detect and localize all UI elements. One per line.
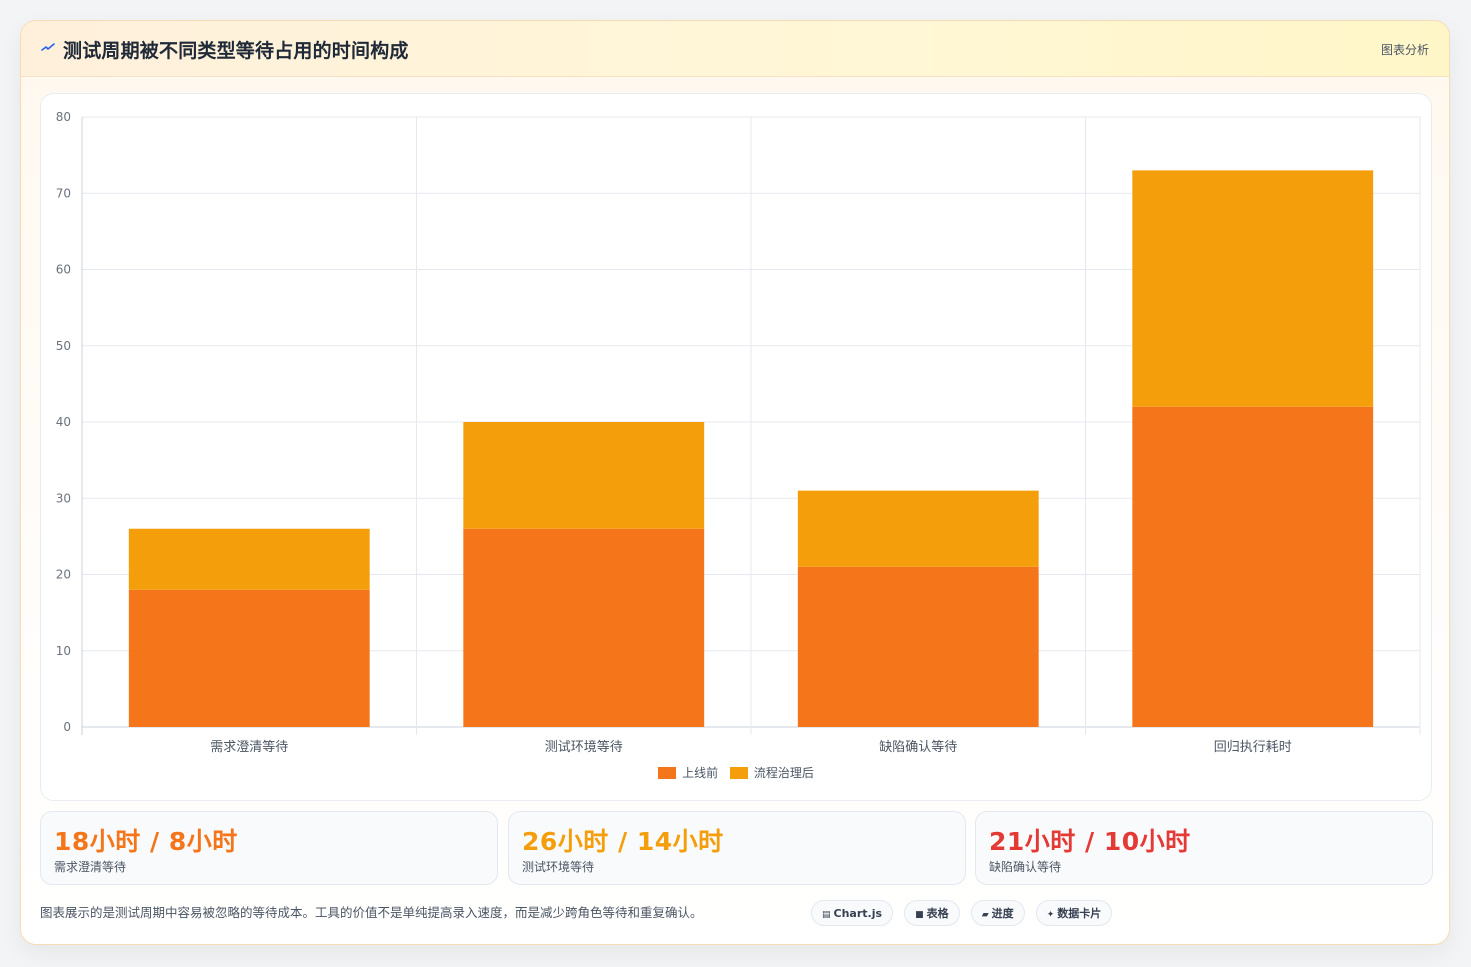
y-tick-label: 60 xyxy=(56,263,71,277)
stat-card-environment: 26小时 / 14小时 测试环境等待 xyxy=(508,811,966,885)
chip-data-card[interactable]: ✦ 数据卡片 xyxy=(1035,900,1113,926)
legend-swatch-before xyxy=(658,767,677,779)
chart-icon: ▤ xyxy=(822,910,831,920)
stat-value: 21小时 / 10小时 xyxy=(989,827,1191,856)
y-tick-label: 10 xyxy=(56,644,71,658)
table-icon: ■ xyxy=(915,910,924,920)
chart-legend: 上线前 流程治理后 xyxy=(41,764,1431,781)
x-tick-label: 回归执行耗时 xyxy=(1214,740,1292,755)
legend-label-after: 流程治理后 xyxy=(753,766,814,780)
stat-value: 26小时 / 14小时 xyxy=(522,827,724,856)
bar-segment-after[interactable] xyxy=(128,528,370,590)
legend-label-before: 上线前 xyxy=(682,766,719,780)
chip-label: 数据卡片 xyxy=(1057,907,1102,920)
legend-swatch-after xyxy=(729,767,748,779)
bar-segment-before[interactable] xyxy=(463,528,705,727)
legend-item-before[interactable]: 上线前 xyxy=(658,764,718,781)
chip-label: 进度 xyxy=(991,907,1014,920)
card-icon: ✦ xyxy=(1046,910,1055,920)
y-tick-label: 0 xyxy=(63,720,71,734)
bar-segment-after[interactable] xyxy=(463,422,705,529)
chip-chartjs[interactable]: ▤ Chart.js xyxy=(811,900,894,926)
chip-label: 表格 xyxy=(926,907,949,920)
card-header: 测试周期被不同类型等待占用的时间构成 图表分析 xyxy=(21,21,1449,77)
stat-label: 缺陷确认等待 xyxy=(989,860,1062,874)
y-tick-label: 50 xyxy=(56,339,71,353)
y-tick-label: 80 xyxy=(56,110,71,124)
stat-value: 18小时 / 8小时 xyxy=(54,827,238,856)
chip-table[interactable]: ■ 表格 xyxy=(904,900,960,926)
legend-item-after[interactable]: 流程治理后 xyxy=(729,764,814,781)
chart-card: 测试周期被不同类型等待占用的时间构成 图表分析 0 10 20 30 40 50 60 70 8… xyxy=(20,20,1450,945)
stat-label: 测试环境等待 xyxy=(522,860,595,874)
stacked-bar-chart: 0 10 20 30 40 50 60 70 80 需求澄清等待 测试环境等待 缺陷确认等待 回归执行耗… xyxy=(56,110,1421,755)
bar-segment-after[interactable] xyxy=(797,490,1039,567)
bar-segment-before[interactable] xyxy=(1132,406,1374,727)
y-tick-label: 20 xyxy=(56,568,71,582)
chip-progress[interactable]: ▰ 进度 xyxy=(970,900,1025,926)
stat-card-clarification: 18小时 / 8小时 需求澄清等待 xyxy=(40,811,498,885)
chart-panel: 0 10 20 30 40 50 60 70 80 需求澄清等待 测试环境等待 缺陷确认等待 回归执行耗… xyxy=(40,93,1432,801)
x-tick-label: 需求澄清等待 xyxy=(210,739,288,755)
x-tick-label: 测试环境等待 xyxy=(545,739,623,755)
chart-title: 测试周期被不同类型等待占用的时间构成 xyxy=(63,40,409,62)
x-tick-label: 缺陷确认等待 xyxy=(879,739,957,755)
y-tick-label: 30 xyxy=(56,491,71,505)
chart-analysis-link[interactable]: 图表分析 xyxy=(1380,43,1429,57)
stat-card-defect: 21小时 / 10小时 缺陷确认等待 xyxy=(975,811,1433,885)
chip-label: Chart.js xyxy=(833,907,883,920)
progress-icon: ▰ xyxy=(981,910,989,920)
bar-segment-before[interactable] xyxy=(128,589,370,727)
bar-segment-after[interactable] xyxy=(1132,170,1374,407)
chart-footnote: 图表展示的是测试周期中容易被忽略的等待成本。工具的价值不是单纯提高录入速度，而是… xyxy=(40,905,703,920)
chip-group: ▤ Chart.js ■ 表格 ▰ 进度 ✦ 数据卡片 xyxy=(811,900,1118,926)
bar-segment-before[interactable] xyxy=(797,566,1039,727)
y-tick-label: 40 xyxy=(56,415,71,429)
spark-icon xyxy=(41,43,55,51)
y-tick-label: 70 xyxy=(56,186,71,200)
stat-label: 需求澄清等待 xyxy=(54,860,127,874)
